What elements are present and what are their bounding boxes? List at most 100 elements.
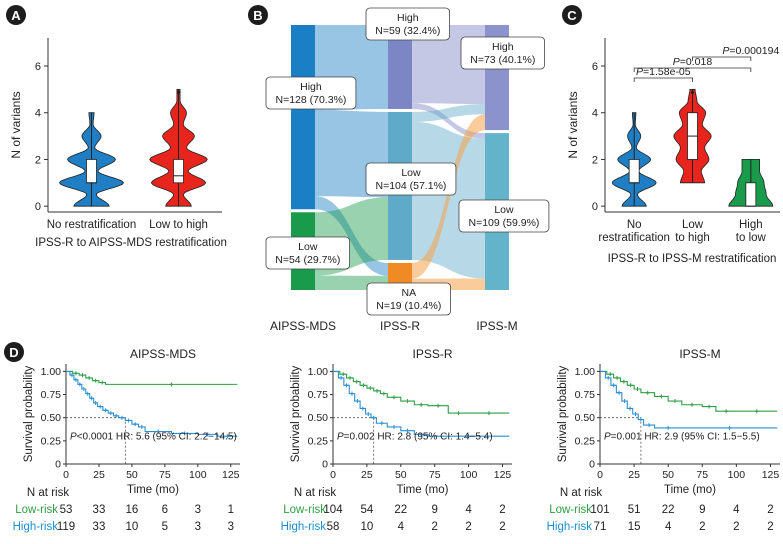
risk-table-value: 58: [327, 521, 340, 533]
km-title: IPSS-R: [412, 347, 452, 361]
x-tick-label: 50: [662, 469, 674, 481]
risk-table-value: 54: [361, 504, 374, 516]
sankey-node-label-box: [365, 7, 450, 41]
panel-label-b: B: [248, 5, 268, 25]
km-censor-mark: [80, 373, 85, 378]
km-censor-mark: [628, 406, 632, 411]
km-censor-mark: [635, 387, 640, 391]
y-tick-label: 6: [35, 61, 41, 73]
risk-table-value: 2: [767, 521, 773, 533]
km-censor-mark: [100, 380, 105, 385]
sankey-node-label-box: [366, 282, 451, 316]
y-axis-label: N of variants: [9, 91, 23, 158]
x-axis-label: Time (mo): [397, 484, 449, 496]
x-axis-label: Time (mo): [664, 484, 716, 496]
sankey-node-label: High N=73 (40.1%): [470, 41, 535, 66]
risk-table-value: 2: [465, 521, 471, 533]
km-censor-mark: [707, 404, 712, 409]
km-censor-mark: [361, 383, 366, 388]
km-censor-mark: [182, 431, 187, 436]
km-censor-mark: [133, 422, 138, 427]
risk-table-row-name: Low-risk: [549, 504, 592, 516]
violin-box: [628, 159, 640, 184]
km-censor-mark: [617, 390, 622, 395]
risk-table-value: 3: [195, 521, 201, 533]
significance-label: P=1.58e-05: [636, 66, 691, 78]
y-tick-label: 0.25: [41, 435, 62, 447]
x-tick-label: 25: [361, 469, 373, 481]
sankey-node-label: High N=128 (70.3%): [275, 81, 346, 106]
km-annotation: P=0.002 HR: 2.8 (95% CI: 1.4−5.4): [337, 432, 493, 443]
y-tick-label: 2: [35, 154, 41, 166]
x-category-label: Low to high: [149, 219, 208, 231]
km-censor-mark: [139, 424, 144, 429]
risk-table-value: 1: [228, 504, 234, 516]
km-censor-mark: [366, 412, 371, 416]
risk-table-value: 4: [665, 521, 672, 533]
panel-label-d-text: D: [9, 345, 18, 360]
risk-table-value: 6: [162, 504, 168, 516]
panel-label-a-text: A: [11, 8, 21, 23]
x-tick-label: 100: [728, 469, 746, 481]
sankey-node-label-box: [458, 199, 550, 233]
risk-table-value: 33: [93, 521, 106, 533]
km-censor-mark: [349, 391, 354, 396]
risk-table-value: 16: [126, 504, 139, 516]
risk-table-row-name: Low-risk: [283, 504, 326, 516]
risk-table-value: 10: [126, 521, 139, 533]
km-censor-mark: [392, 395, 397, 400]
km-censor-mark: [606, 375, 611, 380]
risk-table-value: 2: [432, 521, 438, 533]
risk-table-value: 2: [499, 521, 505, 533]
y-tick-label: 0.50: [308, 412, 329, 424]
km-censor-mark: [341, 372, 346, 377]
km-censor-mark: [419, 432, 424, 437]
panel-a-violin: 0 2 4 6 N of variants No restratification Low …: [9, 38, 227, 249]
panel-d-km-aipss: AIPSS-MDS 0 0.25 0.50 0.75 1.00 0 25 50 75 100 125 T…: [13, 347, 240, 533]
km-censor-mark: [355, 399, 360, 404]
km-curve: [66, 370, 238, 437]
km-censor-mark: [89, 396, 94, 401]
significance-label: P=0.018: [673, 56, 713, 68]
risk-table-value: 22: [394, 504, 407, 516]
panel-label-a: A: [6, 5, 26, 25]
sankey-node-label-box: [460, 36, 545, 70]
km-censor-mark: [690, 402, 695, 407]
x-tick-label: 100: [460, 469, 478, 481]
km-censor-mark: [659, 394, 664, 399]
y-tick-label: 0: [55, 459, 61, 471]
risk-table-row-name: High-risk: [13, 521, 59, 533]
risk-table-value: 53: [60, 504, 73, 516]
km-censor-mark: [645, 390, 650, 395]
x-category-label: No restratification: [47, 219, 136, 231]
km-censor-mark: [93, 378, 98, 383]
significance-bracket: [633, 67, 752, 72]
x-tick-label: 125: [222, 469, 240, 481]
sankey-link: [412, 114, 485, 279]
risk-table-value: 4: [398, 521, 405, 533]
km-curve: [600, 370, 778, 412]
km-censor-mark: [436, 403, 441, 408]
x-tick-label: 0: [330, 469, 336, 481]
sankey-node: [291, 25, 315, 210]
km-censor-mark: [73, 377, 78, 382]
y-tick-label: 1.00: [575, 366, 596, 378]
km-censor-mark: [205, 432, 210, 437]
y-tick-label: 0.25: [308, 435, 329, 447]
violin-outlier: [690, 90, 695, 94]
km-censor-mark: [339, 375, 344, 380]
km-censor-mark: [114, 413, 119, 418]
km-censor-mark: [368, 386, 373, 391]
risk-table-value: 3: [195, 504, 201, 516]
y-tick-label: 0.75: [41, 389, 62, 401]
km-censor-mark: [615, 375, 620, 380]
risk-table-row-name: Low-risk: [15, 504, 58, 516]
sankey-node-label: Low N=104 (57.1%): [375, 167, 446, 192]
violin-box: [173, 159, 184, 184]
x-tick-label: 75: [159, 469, 171, 481]
km-censor-mark: [647, 423, 652, 428]
km-censor-mark: [611, 383, 616, 388]
risk-table-row-name: High-risk: [547, 521, 593, 533]
